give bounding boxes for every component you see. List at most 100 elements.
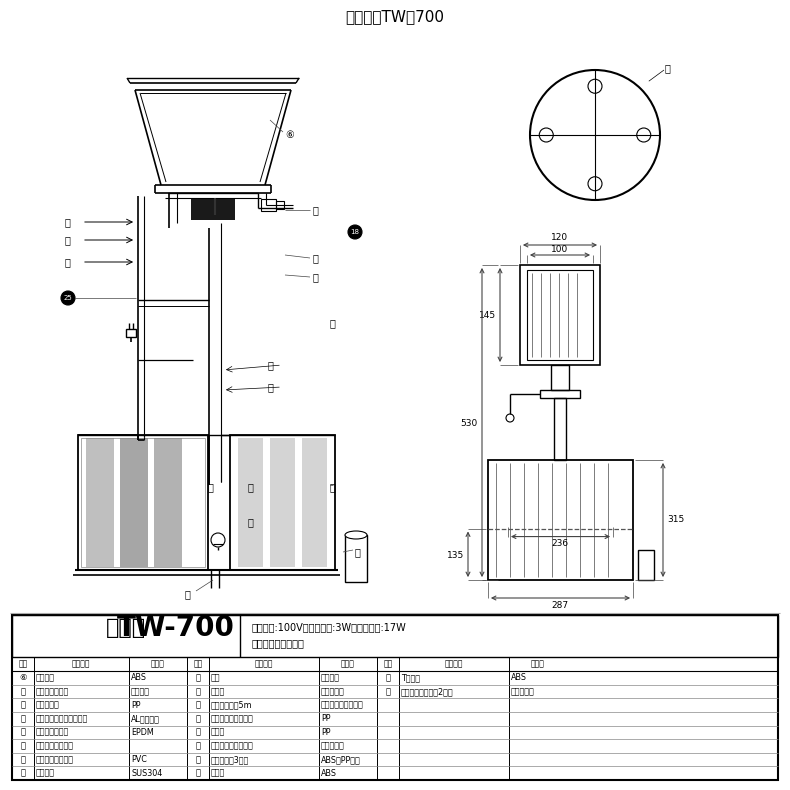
Text: ㊹: ㊹ [195,728,201,737]
Text: 本体支え付濾過槽蓋: 本体支え付濾過槽蓋 [211,714,254,723]
Text: ジェラコン: ジェラコン [321,687,344,696]
Text: カバー固定ビス（2本）: カバー固定ビス（2本） [401,687,453,696]
Text: 濾過材（シングル）: 濾過材（シングル） [211,742,254,750]
Bar [191,198,235,220]
Text: 重り　（脚3ヶ）: 重り （脚3ヶ） [211,755,250,764]
Text: ㊹: ㊹ [330,482,336,492]
Text: 100: 100 [551,246,569,254]
Bar [520,265,600,365]
Text: 部番: 部番 [18,660,28,668]
Text: シャフト: シャフト [36,769,55,777]
Text: ABS: ABS [511,673,527,683]
Text: 材　質: 材 質 [531,660,545,668]
Bar [270,438,295,567]
Text: ⑱: ⑱ [330,318,336,328]
Bar [638,550,654,580]
Text: ナイロン: ナイロン [321,673,340,683]
Text: ⑲: ⑲ [355,547,361,557]
Circle shape [588,177,602,190]
Text: モーター（クマトリ型）: モーター（クマトリ型） [36,714,88,723]
Text: PP: PP [321,714,330,723]
Text: 濾過槽: 濾過槽 [211,728,225,737]
Text: ㊺: ㊺ [65,257,71,267]
Text: 定格電圧:100V　定格出力:3W　消費電力:17W: 定格電圧:100V 定格出力:3W 消費電力:17W [252,622,407,632]
Text: ⑲: ⑲ [665,63,671,73]
Bar [488,460,633,580]
Text: ⑳: ⑳ [65,235,71,245]
Text: 145: 145 [479,310,496,319]
Circle shape [637,128,651,142]
Bar [12,615,778,657]
Text: 287: 287 [551,600,569,610]
Text: 315: 315 [667,516,684,525]
Text: ABS: ABS [321,769,337,777]
Bar [345,535,367,582]
Text: PVC: PVC [131,755,147,764]
Text: 品　　名: 品 名 [254,660,273,668]
Circle shape [588,79,602,93]
Circle shape [211,533,225,547]
Text: ⑭: ⑭ [386,687,390,696]
Bar [126,329,136,337]
Circle shape [61,291,75,305]
Text: ⑱: ⑱ [386,673,390,683]
Text: ⑥: ⑥ [19,673,27,683]
Text: ㊸: ㊸ [195,714,201,723]
Bar [302,438,327,567]
Text: EPDM: EPDM [131,728,154,737]
Text: ㉝: ㉝ [195,687,201,696]
Bar [81,438,205,567]
Text: ビニロック: ビニロック [321,742,344,750]
Text: ⑳: ⑳ [195,769,201,777]
Text: ⑳: ⑳ [185,589,191,599]
Text: ⑲: ⑲ [65,217,71,227]
Text: ㉔: ㉔ [208,482,214,492]
Text: ストレートパイプ: ストレートパイプ [36,755,74,764]
Text: 25: 25 [64,295,73,301]
Text: 135: 135 [447,551,464,559]
Text: 軸受け: 軸受け [211,687,225,696]
Bar [238,438,263,567]
Text: ㉒: ㉒ [21,728,25,737]
Text: ㉝: ㉝ [268,360,274,370]
Circle shape [530,70,660,200]
Bar [230,435,335,570]
Text: ステンレス: ステンレス [511,687,535,696]
Text: ベラ: ベラ [211,673,220,683]
Ellipse shape [345,531,367,539]
Text: 浸水報知器: 浸水報知器 [36,701,60,709]
Text: ビニルキャブタイヤ: ビニルキャブタイヤ [321,701,363,709]
Bar [540,390,580,398]
Text: 236: 236 [551,539,569,548]
Text: ジョイントゴム: ジョイントゴム [36,728,70,737]
Text: 品　　名: 品 名 [445,660,463,668]
Bar [78,435,208,570]
Text: 受け皿: 受け皿 [211,769,225,777]
Text: ㊾: ㊾ [195,755,201,764]
Text: ㊸: ㊸ [248,482,254,492]
Text: ㉔: ㉔ [195,673,201,683]
Circle shape [348,225,362,239]
Bar [527,270,593,360]
Text: 18: 18 [351,229,359,235]
Text: オーバーフロー穴: オーバーフロー穴 [36,742,74,750]
Bar [86,438,114,567]
Text: ㉗: ㉗ [268,382,274,392]
Text: ㉒: ㉒ [313,253,319,263]
Text: ⑭: ⑭ [313,205,319,215]
Text: ナイロン: ナイロン [131,687,150,696]
Bar [261,199,276,211]
Text: 部番: 部番 [383,660,393,668]
Text: ㉝: ㉝ [21,769,25,777]
Text: ABS・PP・鉄: ABS・PP・鉄 [321,755,361,764]
Text: TW-700: TW-700 [117,614,235,642]
Text: ⑭: ⑭ [313,272,319,282]
Text: 材　質: 材 質 [151,660,165,668]
Text: 電源コード　5m: 電源コード 5m [211,701,253,709]
Text: のどか: のどか [106,618,146,638]
Text: ㉕: ㉕ [21,742,25,750]
Text: ABS: ABS [131,673,147,683]
Circle shape [506,414,514,422]
Text: のどか　TW－700: のどか TW－700 [345,9,445,24]
Text: ㊺: ㊺ [248,517,254,527]
